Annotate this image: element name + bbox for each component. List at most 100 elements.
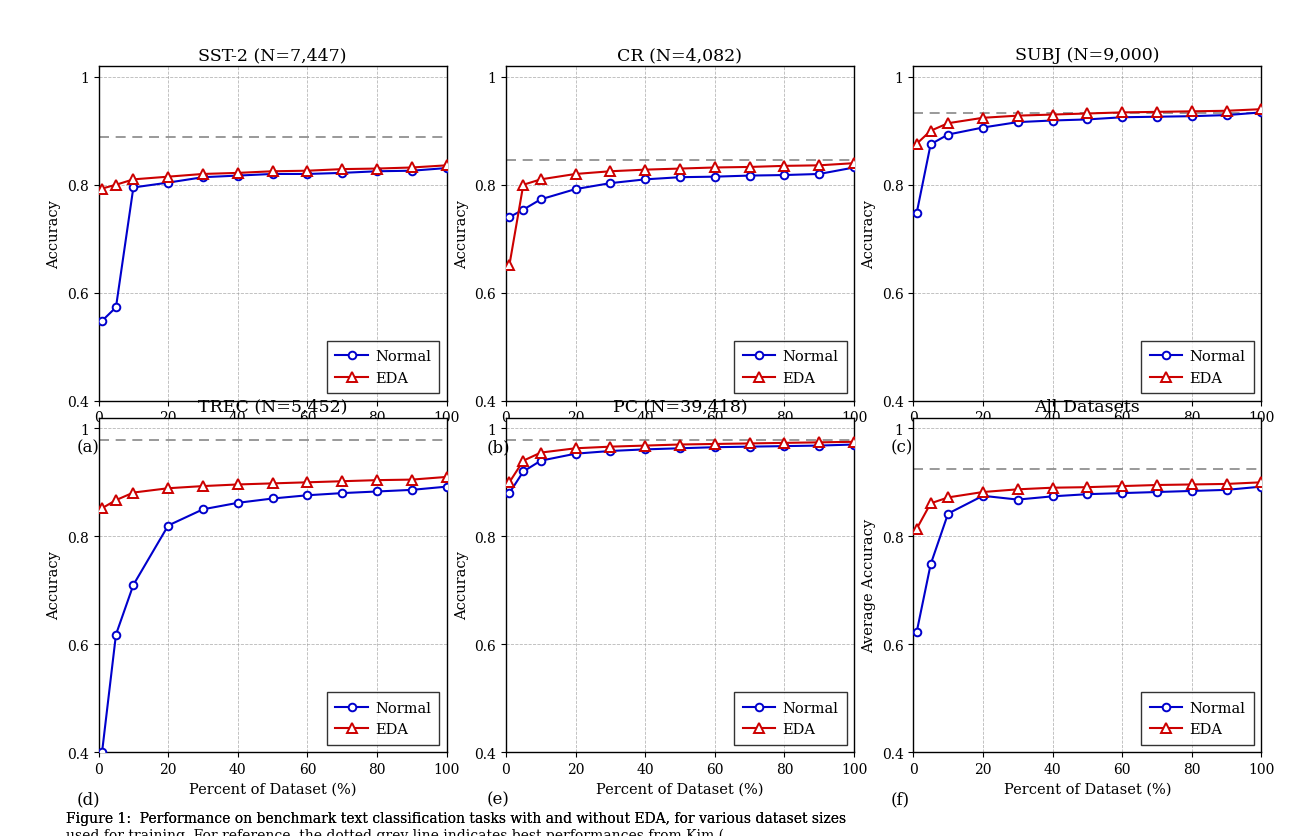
Legend: Normal, EDA: Normal, EDA <box>1142 341 1254 394</box>
EDA <box>811 438 828 448</box>
Normal <box>811 170 828 180</box>
Normal <box>502 213 518 223</box>
Normal <box>160 178 176 188</box>
Normal <box>439 482 455 492</box>
EDA <box>300 477 315 487</box>
Normal <box>568 185 583 195</box>
EDA <box>194 170 210 180</box>
Normal <box>334 169 350 179</box>
Normal <box>502 488 518 498</box>
Normal <box>160 521 176 531</box>
EDA <box>846 437 862 447</box>
EDA <box>369 165 385 175</box>
Normal <box>1219 111 1235 121</box>
EDA <box>975 114 991 124</box>
Title: PC (N=39,418): PC (N=39,418) <box>612 398 748 415</box>
Normal <box>602 179 618 189</box>
Y-axis label: Accuracy: Accuracy <box>455 200 469 268</box>
Normal <box>515 206 531 216</box>
Text: (b): (b) <box>486 439 510 456</box>
Normal <box>405 485 420 495</box>
X-axis label: Percent of Dataset (%): Percent of Dataset (%) <box>1004 782 1171 796</box>
EDA <box>160 172 176 182</box>
EDA <box>1184 107 1200 117</box>
EDA <box>922 499 938 509</box>
EDA <box>1114 482 1130 492</box>
Normal <box>1254 108 1269 118</box>
EDA <box>1254 477 1269 487</box>
Normal <box>108 630 124 640</box>
EDA <box>1219 479 1235 489</box>
EDA <box>975 487 991 497</box>
Line: EDA: EDA <box>912 478 1265 533</box>
Text: (a): (a) <box>76 439 99 456</box>
Y-axis label: Accuracy: Accuracy <box>862 200 876 268</box>
Line: Normal: Normal <box>506 165 858 222</box>
EDA <box>95 184 110 194</box>
Legend: Normal, EDA: Normal, EDA <box>735 692 846 745</box>
Normal <box>1009 495 1025 505</box>
EDA <box>1045 110 1060 120</box>
EDA <box>439 472 455 482</box>
Normal <box>777 171 792 181</box>
Line: Normal: Normal <box>99 165 451 325</box>
EDA <box>405 475 420 485</box>
EDA <box>909 140 925 150</box>
Normal <box>637 175 653 185</box>
EDA <box>1045 483 1060 493</box>
EDA <box>126 175 142 185</box>
EDA <box>230 480 246 490</box>
Text: (f): (f) <box>891 790 911 807</box>
EDA <box>533 175 549 185</box>
EDA <box>637 441 653 451</box>
Line: Normal: Normal <box>913 110 1265 217</box>
Legend: Normal, EDA: Normal, EDA <box>327 692 439 745</box>
Normal <box>1254 482 1269 492</box>
EDA <box>671 165 689 175</box>
EDA <box>811 161 828 171</box>
Text: (d): (d) <box>76 790 100 807</box>
EDA <box>1009 485 1025 495</box>
Title: CR (N=4,082): CR (N=4,082) <box>618 47 742 64</box>
Normal <box>265 170 281 180</box>
Legend: Normal, EDA: Normal, EDA <box>327 341 439 394</box>
Normal <box>230 171 246 181</box>
Normal <box>846 440 862 450</box>
Line: Normal: Normal <box>913 483 1265 636</box>
EDA <box>637 166 653 176</box>
X-axis label: Percent of Dataset (%): Percent of Dataset (%) <box>189 431 356 445</box>
Normal <box>533 195 549 205</box>
X-axis label: Percent of Dataset (%): Percent of Dataset (%) <box>597 431 763 445</box>
Line: Normal: Normal <box>99 483 451 757</box>
Normal <box>568 449 583 459</box>
Normal <box>194 173 210 183</box>
Legend: Normal, EDA: Normal, EDA <box>1142 692 1254 745</box>
Normal <box>1114 113 1130 123</box>
EDA <box>1009 111 1025 121</box>
Normal <box>265 494 281 504</box>
Normal <box>975 492 991 502</box>
EDA <box>940 492 955 502</box>
Normal <box>369 487 385 497</box>
EDA <box>265 167 281 177</box>
X-axis label: Percent of Dataset (%): Percent of Dataset (%) <box>597 782 763 796</box>
Line: Normal: Normal <box>506 441 858 497</box>
Normal <box>334 488 350 498</box>
Y-axis label: Accuracy: Accuracy <box>455 551 469 619</box>
Normal <box>533 456 549 466</box>
Title: TREC (N=5,452): TREC (N=5,452) <box>198 398 347 415</box>
Normal <box>1148 113 1166 123</box>
EDA <box>108 496 124 506</box>
Normal <box>126 580 142 590</box>
EDA <box>1080 482 1096 492</box>
EDA <box>334 165 350 175</box>
EDA <box>126 488 142 498</box>
Normal <box>1148 487 1166 497</box>
Normal <box>909 208 925 218</box>
Normal <box>194 505 210 515</box>
Normal <box>811 441 828 451</box>
EDA <box>502 261 518 271</box>
EDA <box>369 476 385 486</box>
Normal <box>1184 487 1200 497</box>
EDA <box>940 119 955 129</box>
